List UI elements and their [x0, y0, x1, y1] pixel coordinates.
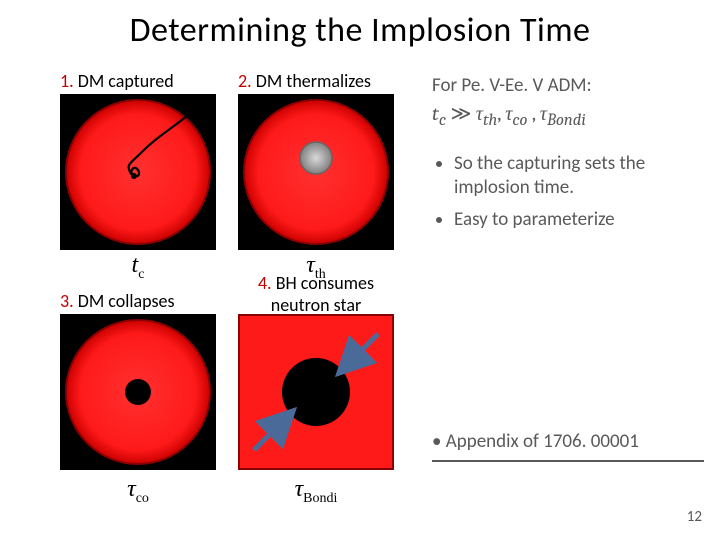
panel-2 — [238, 94, 394, 250]
appendix-note: Appendix of 1706. 00001 — [432, 430, 704, 453]
panel-4 — [238, 314, 394, 470]
panel-4-tau: τBondi — [238, 476, 394, 507]
panel-4-label: 4. BH consumes neutron star — [238, 272, 394, 316]
right-headline: For Pe. V-Ee. V ADM: — [432, 74, 704, 97]
panel-1 — [60, 94, 216, 250]
panel-3 — [60, 314, 216, 470]
panel-3-tau: τco — [60, 476, 216, 507]
panel-1-label: 1. DM captured — [60, 70, 174, 92]
right-bullets: So the capturing sets the implosion time… — [432, 152, 704, 231]
panel-1-tau: tc — [60, 252, 216, 283]
right-relation: tc ≫ τth, τco , τBondi — [432, 101, 704, 130]
right-column: For Pe. V-Ee. V ADM: tc ≫ τth, τco , τBo… — [432, 74, 704, 239]
appendix-underline — [432, 460, 704, 462]
page-number: 12 — [687, 508, 702, 526]
bullet-2: Easy to parameterize — [454, 208, 704, 232]
bullet-1: So the capturing sets the implosion time… — [454, 152, 704, 200]
slide-title: Determining the Implosion Time — [0, 10, 720, 51]
slide: Determining the Implosion Time 1. DM cap… — [0, 0, 720, 540]
panel-3-label: 3. DM collapses — [60, 290, 175, 312]
panel-2-label: 2. DM thermalizes — [238, 70, 371, 92]
